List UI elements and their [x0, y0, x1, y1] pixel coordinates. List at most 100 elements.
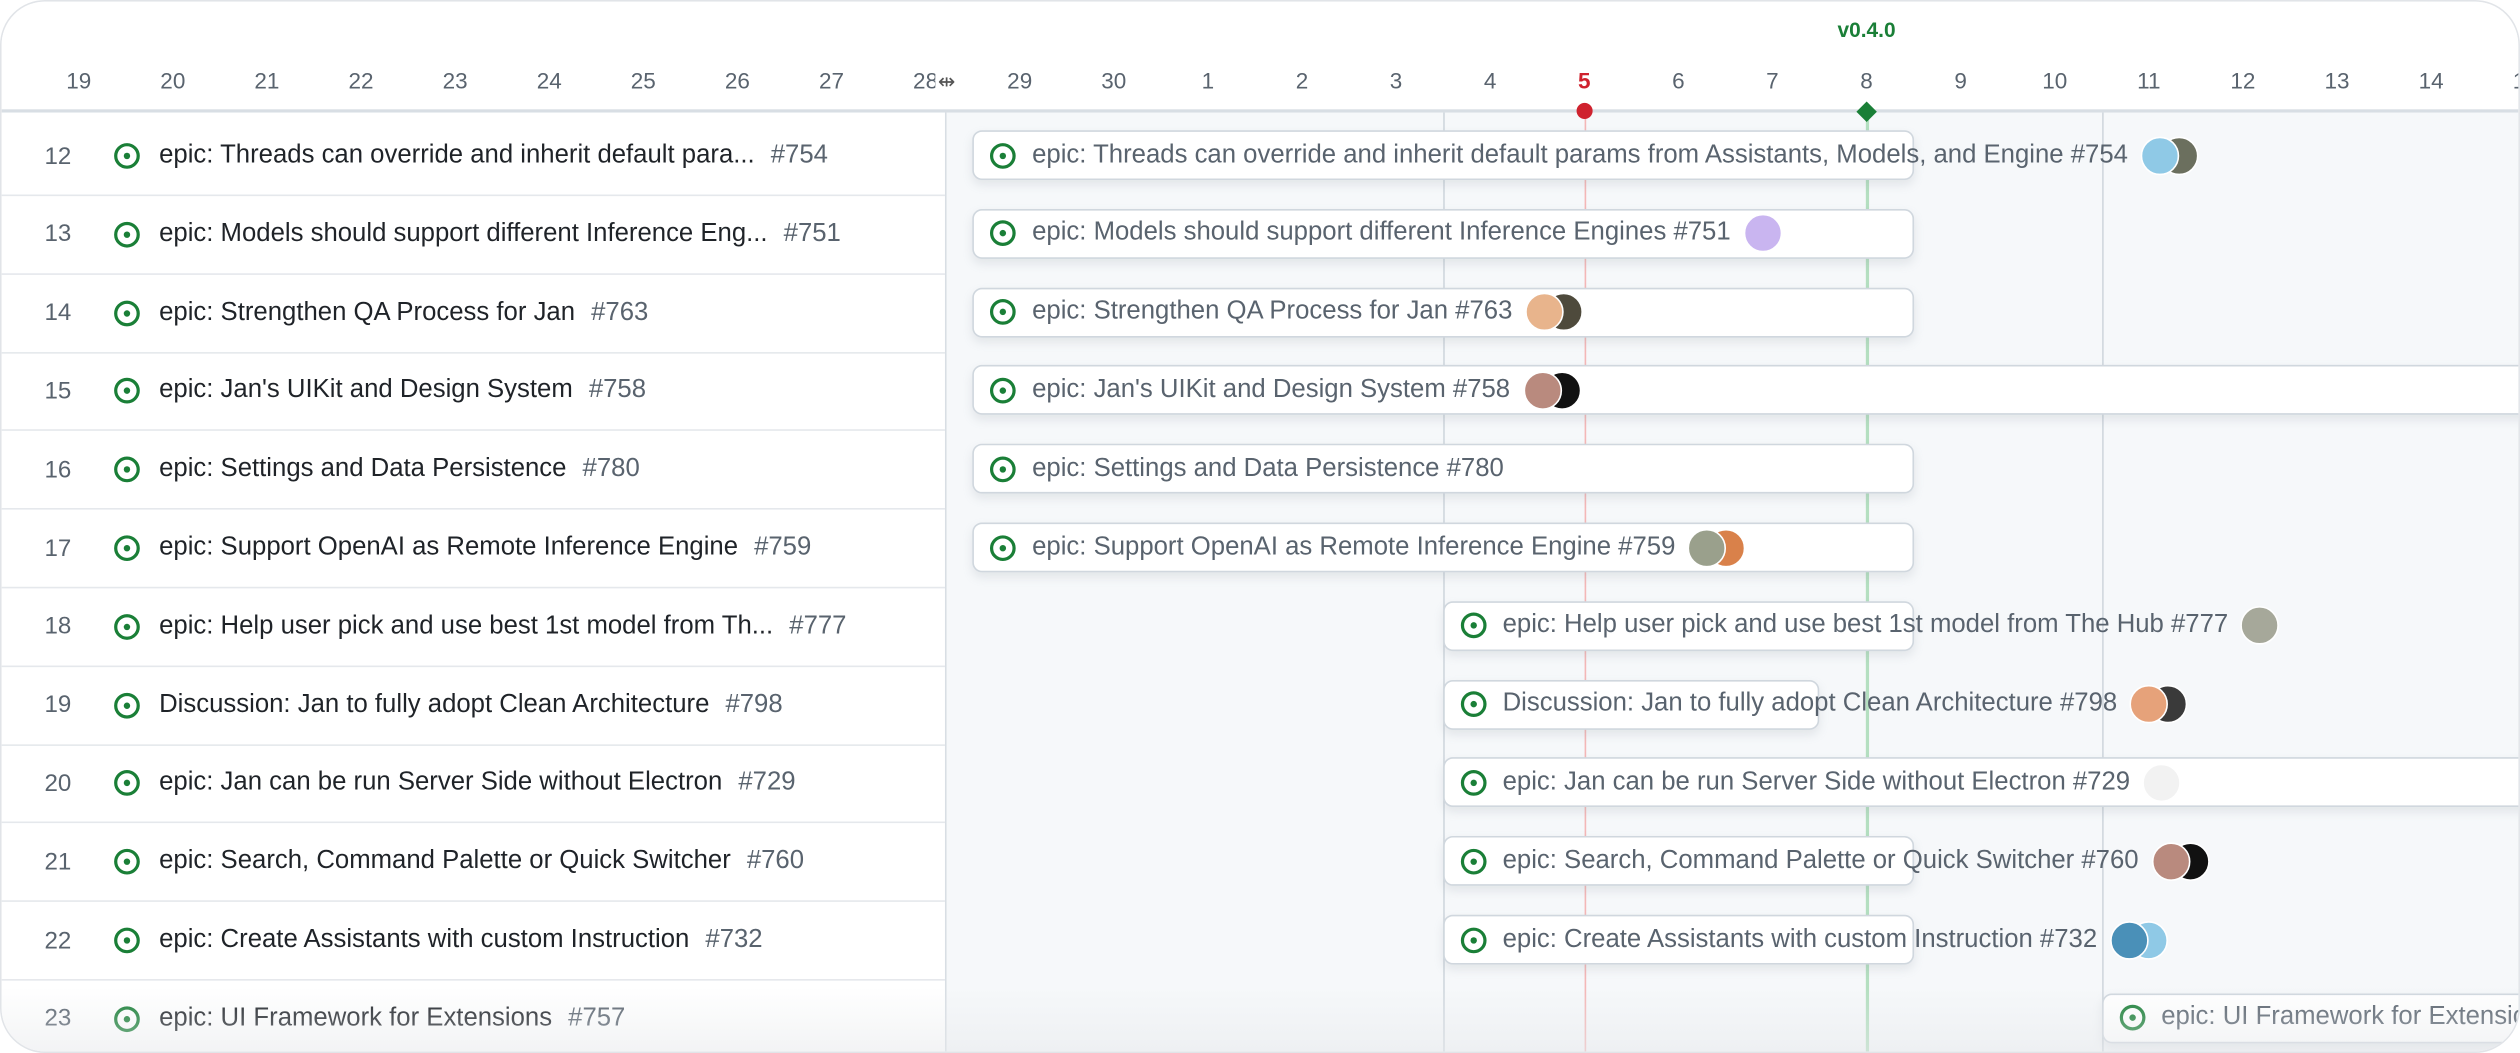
avatar[interactable]: [2151, 841, 2191, 881]
assignee-avatars: [2151, 841, 2210, 881]
open-issue-icon: [990, 142, 1017, 168]
assignee-avatars: [1525, 292, 1584, 332]
row-number: 14: [44, 299, 72, 327]
date-label: 23: [442, 67, 468, 94]
date-label: 4: [1483, 67, 1497, 94]
roadmap-bar[interactable]: epic: Support OpenAI as Remote Inference…: [972, 522, 1914, 573]
week-gridline: [1443, 112, 1445, 1052]
open-issue-icon: [1460, 848, 1487, 875]
roadmap-bar[interactable]: epic: Jan can be run Server Side without…: [1443, 757, 2519, 808]
bar-content: epic: Help user pick and use best 1st mo…: [1460, 603, 2280, 650]
open-issue-icon: [990, 299, 1017, 325]
milestone-label[interactable]: v0.4.0: [1837, 17, 1896, 42]
table-row[interactable]: 13 epic: Models should support different …: [1, 196, 945, 275]
table-row[interactable]: 18 epic: Help user pick and use best 1st …: [1, 588, 945, 667]
assignee-avatars: [2109, 920, 2168, 959]
issue-title-link[interactable]: epic: Jan's UIKit and Design System: [159, 376, 573, 405]
issue-title-link[interactable]: epic: Create Assistants with custom Inst…: [159, 925, 690, 954]
bar-label: epic: Strengthen QA Process for Jan #763: [1032, 297, 1513, 325]
roadmap-bar[interactable]: epic: Search, Command Palette or Quick S…: [1443, 836, 2210, 887]
avatar[interactable]: [1522, 371, 1562, 410]
open-issue-icon: [1460, 926, 1487, 953]
issue-title-link[interactable]: epic: Settings and Data Persistence: [159, 455, 567, 483]
roadmap-bar[interactable]: epic: Jan's UIKit and Design System #758: [972, 365, 2519, 416]
bar-label: epic: Settings and Data Persistence #780: [1032, 454, 1504, 482]
bar-label: epic: UI Framework for Extensions #757: [2161, 1003, 2518, 1031]
table-row[interactable]: 20 epic: Jan can be run Server Side witho…: [1, 745, 945, 824]
bar-label: epic: Models should support different In…: [1032, 219, 1731, 247]
date-label: 10: [2042, 67, 2068, 94]
roadmap-bar[interactable]: epic: Help user pick and use best 1st mo…: [1443, 600, 2280, 651]
avatar[interactable]: [2109, 920, 2149, 959]
avatar[interactable]: [1743, 214, 1783, 253]
row-number: 17: [44, 534, 72, 562]
open-issue-icon: [990, 220, 1017, 247]
issue-number: #760: [746, 847, 805, 875]
issue-title-link[interactable]: epic: Help user pick and use best 1st mo…: [159, 612, 774, 640]
bar-label: epic: Create Assistants with custom Inst…: [1502, 925, 2098, 953]
date-label: 8: [1860, 67, 1873, 94]
bar-label: epic: Threads can override and inherit d…: [1032, 140, 2128, 168]
issue-title-link[interactable]: epic: UI Framework for Extensions: [159, 1004, 553, 1032]
bar-label: epic: Jan can be run Server Side without…: [1502, 768, 2131, 796]
bar-content: epic: Models should support different In…: [990, 210, 1783, 257]
table-row[interactable]: 15 epic: Jan's UIKit and Design System #75…: [1, 353, 945, 432]
roadmap-bar[interactable]: epic: UI Framework for Extensions #757: [2101, 993, 2519, 1044]
assignee-avatars: [2241, 606, 2280, 646]
issue-title-link[interactable]: epic: Jan can be run Server Side without…: [159, 769, 723, 797]
row-number: 16: [44, 456, 72, 484]
row-number: 12: [44, 142, 72, 170]
issue-number: #759: [754, 533, 812, 562]
open-issue-icon: [1460, 691, 1487, 718]
assignee-avatars: [1522, 371, 1581, 410]
bar-content: epic: Support OpenAI as Remote Inference…: [990, 524, 1747, 571]
table-row[interactable]: 21 epic: Search, Command Palette or Quick…: [1, 823, 945, 903]
today-marker-icon: [1576, 102, 1593, 119]
issue-title-link[interactable]: epic: Strengthen QA Process for Jan: [159, 298, 576, 326]
issue-title-link[interactable]: epic: Support OpenAI as Remote Inference…: [159, 533, 739, 562]
table-row[interactable]: 16 epic: Settings and Data Persistence #78…: [1, 431, 945, 510]
open-issue-icon: [990, 377, 1017, 404]
issue-title-link[interactable]: epic: Threads can override and inherit d…: [159, 141, 755, 169]
issue-number: #729: [738, 769, 796, 797]
open-issue-icon: [1460, 612, 1487, 639]
bar-content: epic: Strengthen QA Process for Jan #763: [990, 289, 1584, 336]
bar-content: epic: Jan's UIKit and Design System #758: [990, 367, 1581, 414]
bar-content: epic: UI Framework for Extensions #757: [2119, 995, 2518, 1042]
avatar[interactable]: [1688, 528, 1727, 567]
table-row[interactable]: 17 epic: Support OpenAI as Remote Inferen…: [1, 510, 945, 589]
bar-label: epic: Search, Command Palette or Quick S…: [1502, 846, 2139, 875]
assignee-avatars: [2142, 763, 2182, 803]
issue-number: #732: [705, 925, 763, 954]
date-label: 24: [536, 67, 562, 94]
table-row[interactable]: 23 epic: UI Framework for Extensions #757: [2, 980, 945, 1051]
issue-title-link[interactable]: epic: Models should support different In…: [159, 219, 768, 248]
table-row[interactable]: 19 Discussion: Jan to fully adopt Clean A…: [1, 667, 945, 746]
roadmap-bar[interactable]: epic: Create Assistants with custom Inst…: [1443, 914, 2168, 965]
date-label: 21: [254, 67, 280, 94]
avatar[interactable]: [2241, 606, 2280, 646]
roadmap-bar[interactable]: epic: Threads can override and inherit d…: [972, 130, 2199, 181]
bar-content: epic: Create Assistants with custom Inst…: [1460, 916, 2168, 963]
open-issue-icon: [990, 534, 1017, 561]
roadmap-bar[interactable]: epic: Settings and Data Persistence #780: [972, 443, 1914, 494]
table-row[interactable]: 14 epic: Strengthen QA Process for Jan #76…: [1, 274, 945, 354]
table-row[interactable]: 12 epic: Threads can override and inherit…: [1, 117, 945, 197]
issue-title-link[interactable]: Discussion: Jan to fully adopt Clean Arc…: [159, 690, 710, 718]
table-row[interactable]: 22 epic: Create Assistants with custom In…: [1, 902, 945, 981]
open-issue-icon: [114, 221, 140, 248]
open-issue-icon: [2119, 1005, 2146, 1031]
avatar[interactable]: [2130, 684, 2169, 724]
bar-label: Discussion: Jan to fully adopt Clean Arc…: [1502, 689, 2118, 718]
resize-cursor-icon[interactable]: ⇹: [935, 67, 958, 97]
roadmap-bar[interactable]: Discussion: Jan to fully adopt Clean Arc…: [1443, 679, 2188, 730]
issue-title-link[interactable]: epic: Search, Command Palette or Quick S…: [159, 847, 731, 875]
avatar[interactable]: [2142, 763, 2182, 803]
roadmap-bar[interactable]: epic: Models should support different In…: [972, 208, 1914, 259]
issue-number: #758: [588, 376, 647, 405]
roadmap-bar[interactable]: epic: Strengthen QA Process for Jan #763: [972, 287, 1914, 337]
avatar[interactable]: [1525, 292, 1564, 332]
avatar[interactable]: [2140, 135, 2180, 175]
date-label: 28: [913, 67, 939, 94]
